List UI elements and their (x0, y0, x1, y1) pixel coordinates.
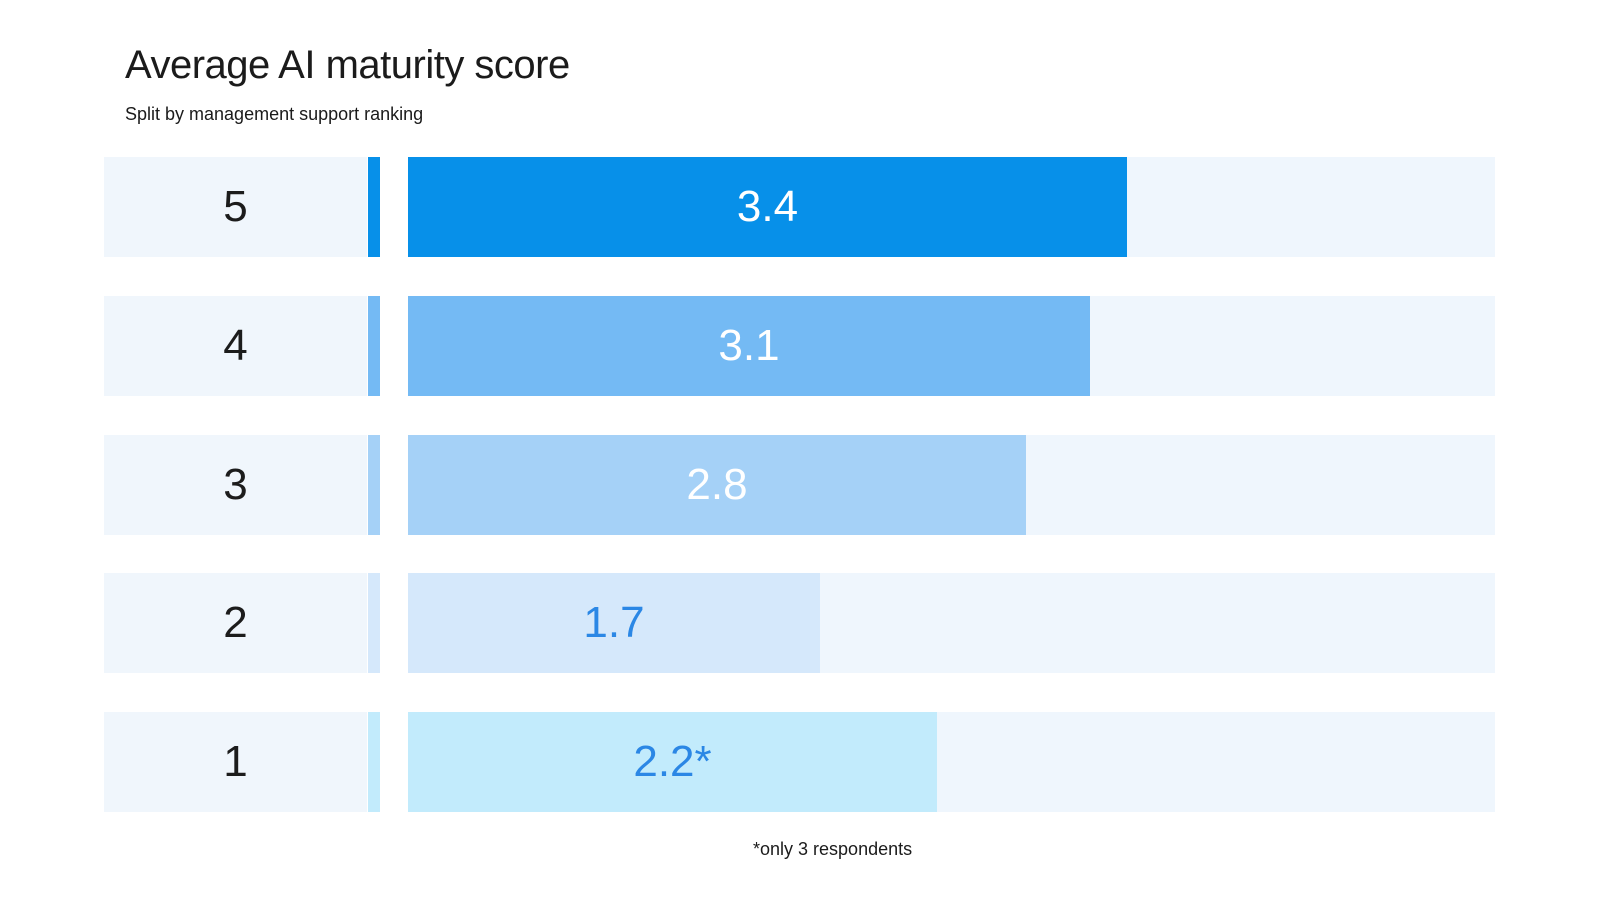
category-label: 3 (223, 460, 248, 509)
bar-track: 2.2* (408, 712, 1495, 812)
bar-track: 3.1 (408, 296, 1495, 396)
bar-value-label: 2.2* (633, 737, 712, 786)
bar: 1.7 (408, 573, 820, 673)
bar-row: 5 3.4 (0, 157, 1600, 257)
accent-strip (368, 712, 380, 812)
category-label: 2 (223, 598, 248, 647)
category-label-box: 1 (104, 712, 367, 812)
bar-value-label: 2.8 (686, 460, 748, 509)
category-label-box: 3 (104, 435, 367, 535)
bar: 3.1 (408, 296, 1090, 396)
category-label: 4 (223, 321, 248, 370)
accent-strip (368, 157, 380, 257)
bar-track: 3.4 (408, 157, 1495, 257)
bar-value-label: 3.1 (718, 321, 780, 370)
bar-row: 4 3.1 (0, 296, 1600, 396)
chart-title: Average AI maturity score (125, 43, 570, 87)
bar-row: 2 1.7 (0, 573, 1600, 673)
chart-subtitle: Split by management support ranking (125, 104, 424, 124)
category-label-box: 5 (104, 157, 367, 257)
bar-value-label: 3.4 (736, 182, 799, 231)
category-label-box: 2 (104, 573, 367, 673)
bar-row: 3 2.8 (0, 435, 1600, 535)
accent-strip (368, 435, 380, 535)
category-label: 5 (223, 182, 248, 231)
bar-row: 1 2.2* (0, 712, 1600, 812)
bar: 2.8 (408, 435, 1026, 535)
bar-track: 2.8 (408, 435, 1495, 535)
bar: 3.4 (408, 157, 1127, 257)
category-label: 1 (223, 737, 248, 786)
bar: 2.2* (408, 712, 937, 812)
accent-strip (368, 573, 380, 673)
chart-footnote: *only 3 respondents (753, 839, 913, 859)
bar-value-label: 1.7 (583, 598, 645, 647)
category-label-box: 4 (104, 296, 367, 396)
bar-track: 1.7 (408, 573, 1495, 673)
accent-strip (368, 296, 380, 396)
